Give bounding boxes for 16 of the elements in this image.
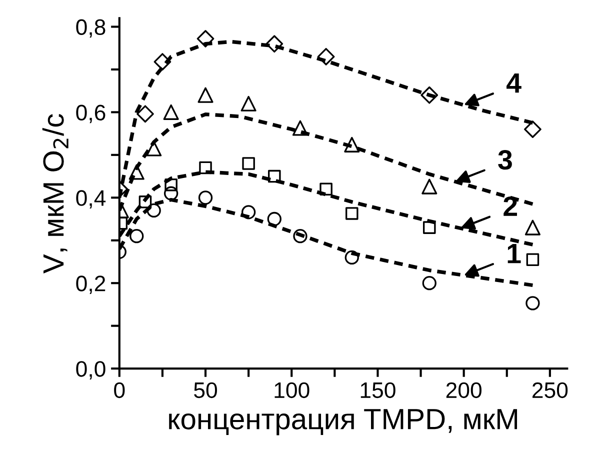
x-tick-label: 200 — [446, 382, 482, 398]
x-tick-label: 50 — [194, 382, 217, 398]
y-tick-label: 0,8 — [76, 19, 106, 38]
y-tick-label: 0,2 — [76, 276, 106, 294]
annotation: 1 — [508, 244, 521, 264]
y-axis-title: V, мкМ O$_{2}$/с — [42, 114, 68, 274]
x-tick-label: 0 — [114, 382, 125, 398]
annotation: 3 — [498, 150, 512, 170]
y-tick-label: 0,0 — [76, 361, 106, 380]
y-tick-label: 0,4 — [76, 190, 106, 209]
x-axis-title: концентрация TMPD, мкМ — [169, 409, 518, 436]
x-tick-label: 250 — [532, 382, 568, 398]
annotation: 4 — [506, 74, 522, 93]
y-tick-label: 0,6 — [76, 104, 106, 124]
x-tick-label: 100 — [274, 382, 310, 398]
x-tick-label: 150 — [360, 382, 396, 398]
